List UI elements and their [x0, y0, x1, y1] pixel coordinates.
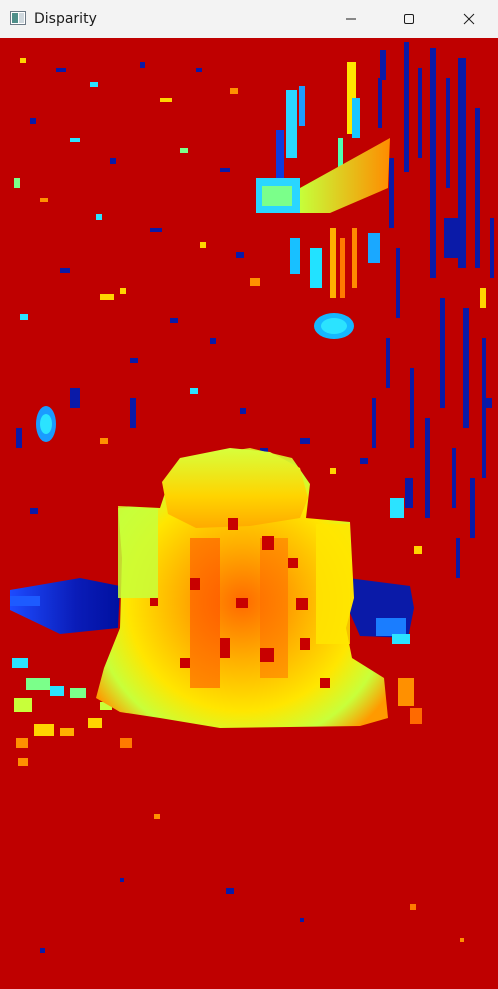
minimize-button[interactable] [322, 0, 380, 38]
disparity-image-svg [0, 38, 498, 989]
window-title: Disparity [34, 11, 97, 27]
app-window-icon [10, 10, 26, 26]
maximize-icon [403, 13, 415, 25]
disparity-image [0, 38, 498, 989]
close-icon [463, 13, 475, 25]
minimize-icon [345, 13, 357, 25]
title-bar[interactable]: Disparity [0, 0, 498, 39]
close-button[interactable] [440, 0, 498, 38]
maximize-button[interactable] [380, 0, 438, 38]
